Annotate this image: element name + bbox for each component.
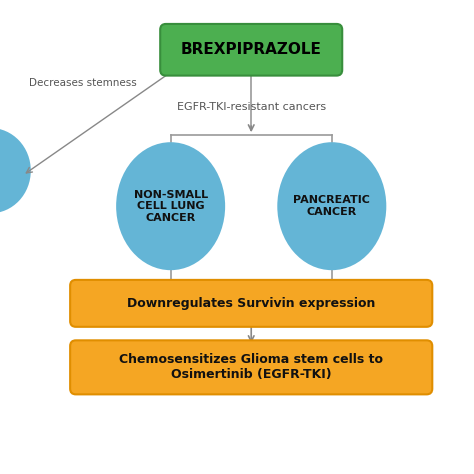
Ellipse shape bbox=[0, 128, 31, 213]
FancyBboxPatch shape bbox=[160, 24, 342, 76]
Text: Downregulates Survivin expression: Downregulates Survivin expression bbox=[127, 297, 375, 310]
Text: NON-SMALL
CELL LUNG
CANCER: NON-SMALL CELL LUNG CANCER bbox=[134, 190, 208, 223]
Ellipse shape bbox=[277, 142, 386, 270]
FancyBboxPatch shape bbox=[70, 340, 432, 394]
Text: PANCREATIC
CANCER: PANCREATIC CANCER bbox=[293, 195, 370, 217]
FancyBboxPatch shape bbox=[70, 280, 432, 327]
Ellipse shape bbox=[116, 142, 225, 270]
Text: Chemosensitizes Glioma stem cells to
Osimertinib (EGFR-TKI): Chemosensitizes Glioma stem cells to Osi… bbox=[119, 353, 383, 382]
Text: Decreases stemness: Decreases stemness bbox=[29, 78, 137, 88]
Text: BREXPIPRAZOLE: BREXPIPRAZOLE bbox=[181, 42, 322, 57]
Text: EGFR-TKI-resistant cancers: EGFR-TKI-resistant cancers bbox=[177, 101, 326, 112]
